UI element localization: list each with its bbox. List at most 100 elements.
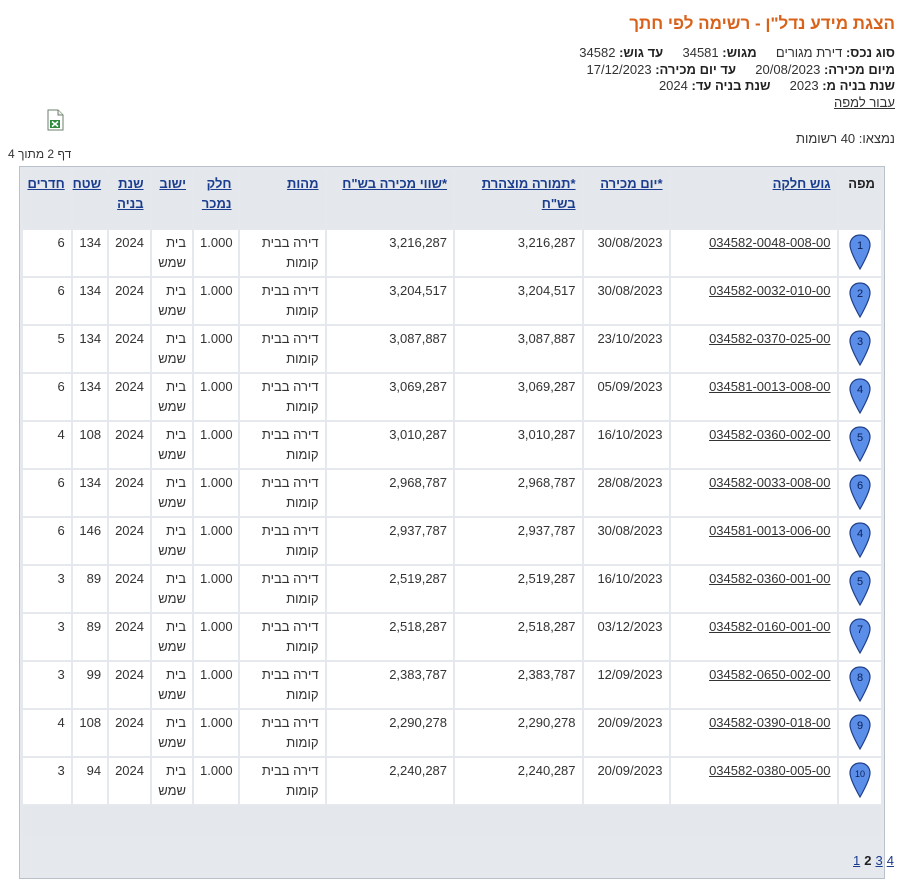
parcel-link[interactable]: 034581-0013-008-00 <box>709 379 831 394</box>
parcel-link[interactable]: 034582-0033-008-00 <box>709 475 831 490</box>
parcel-link[interactable]: 034582-0360-001-00 <box>709 571 831 586</box>
col-header-rooms[interactable]: חדרים <box>23 170 71 228</box>
col-header-parcel[interactable]: גוש חלקה <box>670 170 837 228</box>
rooms-cell: 6 <box>23 230 71 276</box>
parcel-cell: 034582-0048-008-00 <box>670 230 837 276</box>
settlement-cell: בית שמש <box>151 614 193 660</box>
map-marker-cell: 1 <box>838 230 881 276</box>
parcel-cell: 034582-0360-001-00 <box>670 566 837 612</box>
declared-value-cell: 3,010,287 <box>455 422 582 468</box>
settlement-cell: בית שמש <box>151 662 193 708</box>
settlement-cell: בית שמש <box>151 326 193 372</box>
map-marker-icon[interactable]: 5 <box>848 426 872 462</box>
portion-cell: 1.000 <box>194 758 238 804</box>
settlement-cell: בית שמש <box>151 758 193 804</box>
table-row: 4 034581-0013-008-00 05/09/2023 3,069,287 3,… <box>23 374 881 420</box>
col-header-settlement[interactable]: ישוב <box>151 170 193 228</box>
rooms-cell: 4 <box>23 710 71 756</box>
col-header-sale-value[interactable]: *שווי מכירה בש"ח <box>326 170 454 228</box>
marker-number: 3 <box>857 336 863 348</box>
portion-cell: 1.000 <box>194 470 238 516</box>
sale-value-cell: 3,069,287 <box>326 374 454 420</box>
col-header-build-year[interactable]: שנת בניה <box>109 170 150 228</box>
map-marker-icon[interactable]: 6 <box>848 474 872 510</box>
rooms-cell: 3 <box>23 758 71 804</box>
criteria-row-1: סוג נכס: דירת מגורים מגוש: 34581 עד גוש:… <box>579 45 895 62</box>
col-header-declared-value[interactable]: *תמורה מוצהרת בש"ח <box>455 170 582 228</box>
table-row: 9 034582-0390-018-00 20/09/2023 2,290,278 2,… <box>23 710 881 756</box>
map-marker-icon[interactable]: 8 <box>848 666 872 702</box>
map-marker-icon[interactable]: 7 <box>848 618 872 654</box>
settlement-cell: בית שמש <box>151 518 193 564</box>
to-block-value: 34582 <box>579 45 616 60</box>
rooms-cell: 6 <box>23 374 71 420</box>
parcel-link[interactable]: 034582-0048-008-00 <box>709 235 831 250</box>
map-marker-cell: 5 <box>838 566 881 612</box>
rooms-cell: 6 <box>23 470 71 516</box>
parcel-cell: 034582-0360-002-00 <box>670 422 837 468</box>
marker-number: 7 <box>857 624 863 636</box>
portion-cell: 1.000 <box>194 662 238 708</box>
build-year-cell: 2024 <box>109 566 150 612</box>
from-block-value: 34581 <box>682 45 719 60</box>
map-marker-icon[interactable]: 10 <box>848 762 872 798</box>
table-row: 7 034582-0160-001-00 03/12/2023 2,518,287 2,… <box>23 614 881 660</box>
declared-value-cell: 2,518,287 <box>455 614 582 660</box>
build-year-cell: 2024 <box>109 662 150 708</box>
parcel-link[interactable]: 034582-0380-005-00 <box>709 763 831 778</box>
table-row: 1 034582-0048-008-00 30/08/2023 3,216,287 3,… <box>23 230 881 276</box>
map-marker-icon[interactable]: 9 <box>848 714 872 750</box>
sale-value-cell: 2,290,278 <box>326 710 454 756</box>
build-year-cell: 2024 <box>109 470 150 516</box>
settlement-cell: בית שמש <box>151 374 193 420</box>
sale-value-cell: 2,519,287 <box>326 566 454 612</box>
settlement-cell: בית שמש <box>151 710 193 756</box>
map-marker-icon[interactable]: 5 <box>848 570 872 606</box>
page-link-1[interactable]: 1 <box>853 853 861 868</box>
declared-value-cell: 2,290,278 <box>455 710 582 756</box>
area-cell: 108 <box>72 422 108 468</box>
parcel-link[interactable]: 034582-0650-002-00 <box>709 667 831 682</box>
page-link-3[interactable]: 3 <box>875 853 883 868</box>
parcel-cell: 034582-0390-018-00 <box>670 710 837 756</box>
property-type-value: דירת מגורים <box>775 45 843 60</box>
from-year-value: 2023 <box>789 78 819 93</box>
parcel-link[interactable]: 034582-0390-018-00 <box>709 715 831 730</box>
go-to-map-link[interactable]: עבור למפה <box>833 94 895 110</box>
nature-cell: דירה בבית קומות <box>239 758 325 804</box>
build-year-cell: 2024 <box>109 614 150 660</box>
sale-date-cell: 30/08/2023 <box>583 518 669 564</box>
build-year-cell: 2024 <box>109 230 150 276</box>
map-marker-icon[interactable]: 2 <box>848 282 872 318</box>
col-header-area[interactable]: שטח <box>73 170 108 228</box>
map-marker-icon[interactable]: 1 <box>848 234 872 270</box>
map-marker-cell: 7 <box>838 614 881 660</box>
marker-number: 1 <box>857 240 863 252</box>
sale-date-cell: 23/10/2023 <box>583 326 669 372</box>
from-date-value: 20/08/2023 <box>755 61 821 77</box>
col-header-nature[interactable]: מהות <box>239 170 325 228</box>
nature-cell: דירה בבית קומות <box>239 278 325 324</box>
col-header-sale-date[interactable]: *יום מכירה <box>583 170 669 228</box>
portion-cell: 1.000 <box>194 374 238 420</box>
excel-icon[interactable] <box>46 109 64 131</box>
map-marker-icon[interactable]: 4 <box>848 378 872 414</box>
col-header-portion[interactable]: חלק נמכר <box>194 170 238 228</box>
to-date-label: עד יום מכירה: <box>655 61 737 77</box>
portion-cell: 1.000 <box>194 230 238 276</box>
settlement-cell: בית שמש <box>151 230 193 276</box>
parcel-link[interactable]: 034582-0370-025-00 <box>709 331 831 346</box>
results-table: מפה גוש חלקה *יום מכירה *תמורה מוצהרת בש… <box>21 168 883 838</box>
parcel-link[interactable]: 034582-0160-001-00 <box>709 619 831 634</box>
to-year-value: 2024 <box>658 78 688 93</box>
parcel-cell: 034582-0380-005-00 <box>670 758 837 804</box>
nature-cell: דירה בבית קומות <box>239 326 325 372</box>
parcel-link[interactable]: 034581-0013-006-00 <box>709 523 831 538</box>
parcel-link[interactable]: 034582-0032-010-00 <box>709 283 831 298</box>
page-link-4[interactable]: 4 <box>886 853 894 868</box>
map-marker-cell: 6 <box>838 470 881 516</box>
map-marker-icon[interactable]: 4 <box>848 522 872 558</box>
map-marker-icon[interactable]: 3 <box>848 330 872 366</box>
parcel-link[interactable]: 034582-0360-002-00 <box>709 427 831 442</box>
